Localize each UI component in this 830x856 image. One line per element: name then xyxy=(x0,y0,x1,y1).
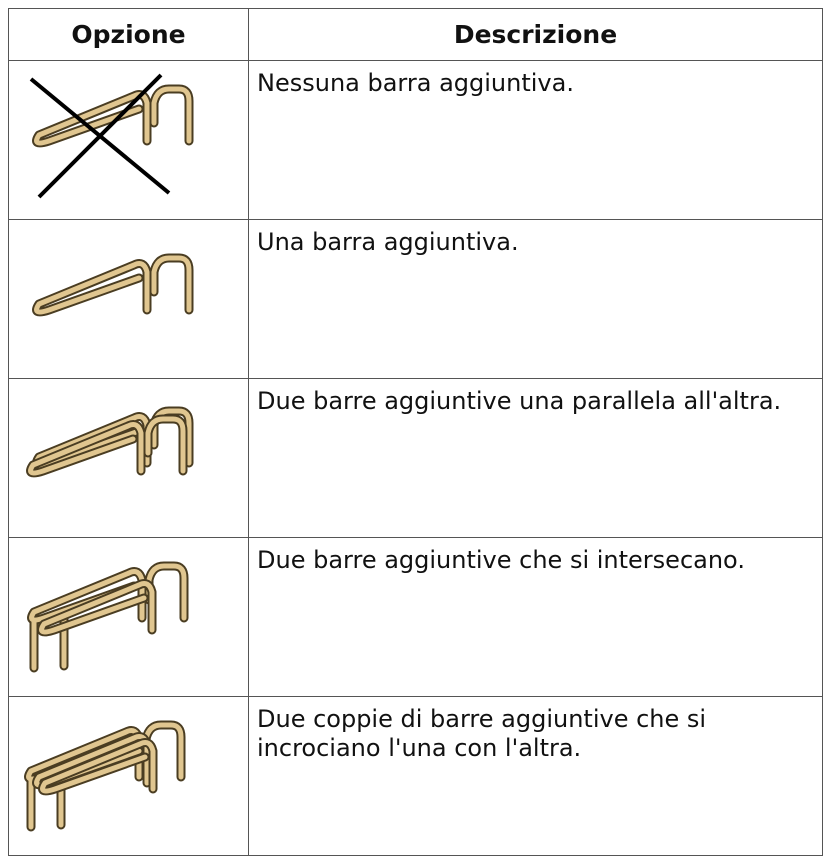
description: Due barre aggiuntive che si intersecano. xyxy=(248,537,823,697)
icon-cell xyxy=(8,219,249,379)
icon-cell xyxy=(8,60,249,220)
icon-cell xyxy=(8,537,249,697)
row: Nessuna barra aggiuntiva. xyxy=(8,60,823,220)
row: Due barre aggiuntive che si intersecano. xyxy=(8,537,823,697)
row: Due barre aggiuntive una parallela all'a… xyxy=(8,378,823,538)
description: Una barra aggiuntiva. xyxy=(248,219,823,379)
icon-cell xyxy=(8,696,249,856)
header-row: Opzione Descrizione xyxy=(8,8,823,61)
rebar-icon xyxy=(29,73,249,199)
row: Una barra aggiuntiva. xyxy=(8,219,823,379)
row: Due coppie di barre aggiuntive che si in… xyxy=(8,696,823,856)
rebar-icon xyxy=(9,220,249,370)
description: Nessuna barra aggiuntiva. xyxy=(248,60,823,220)
body: Opzione Descrizione Nessuna barra aggiun… xyxy=(8,8,823,856)
description: Due coppie di barre aggiuntive che si in… xyxy=(248,696,823,856)
description: Due barre aggiuntive una parallela all'a… xyxy=(248,378,823,538)
header-cell: Descrizione xyxy=(248,8,823,61)
icon-cell xyxy=(8,378,249,538)
rebar-icon xyxy=(9,379,249,529)
options-table: Opzione Descrizione Nessuna barra aggiun… xyxy=(8,8,823,856)
rebar-icon xyxy=(9,697,249,847)
rebar-icon xyxy=(9,538,249,688)
page: {"table": {"header": ["Opzione", "Descri… xyxy=(8,8,823,856)
header-cell: Opzione xyxy=(8,8,249,61)
